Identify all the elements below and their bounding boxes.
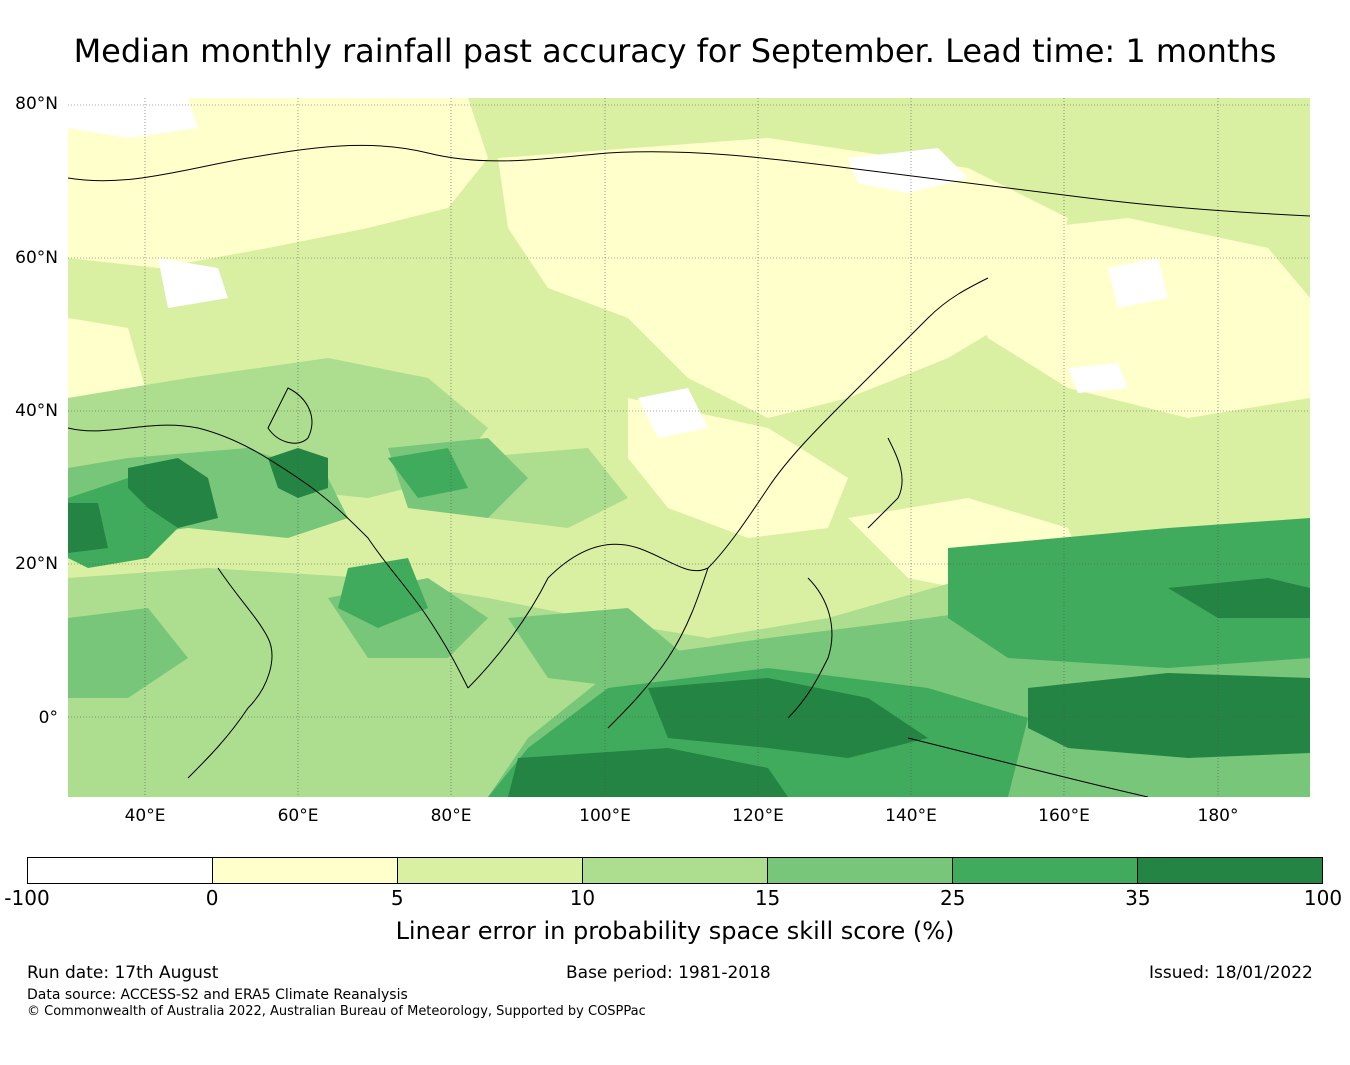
colorbar-segment-4 bbox=[768, 858, 953, 883]
lat-label-40n: 40°N bbox=[15, 401, 58, 421]
colorbar-segment-3 bbox=[583, 858, 768, 883]
coastlines bbox=[68, 144, 1310, 797]
colorbar-tick-label: 100 bbox=[1303, 886, 1343, 910]
colorbar-segment-5 bbox=[953, 858, 1138, 883]
colorbar bbox=[27, 857, 1323, 884]
lon-label-120e: 120°E bbox=[732, 806, 784, 826]
skill-score-map bbox=[68, 98, 1310, 797]
lon-label-40e: 40°E bbox=[124, 806, 166, 826]
skill-band-35-100 bbox=[68, 448, 1310, 797]
colorbar-label: Linear error in probability space skill … bbox=[395, 917, 955, 945]
map-canvas bbox=[68, 98, 1310, 797]
colorbar-segment-0 bbox=[28, 858, 213, 883]
lat-label-80n: 80°N bbox=[15, 94, 58, 114]
data-source: Data source: ACCESS-S2 and ERA5 Climate … bbox=[27, 987, 408, 1003]
issued-date: Issued: 18/01/2022 bbox=[1149, 963, 1313, 983]
colorbar-tick-label: 35 bbox=[1125, 886, 1151, 910]
colorbar-segment-6 bbox=[1138, 858, 1322, 883]
colorbar-tick-label: -100 bbox=[4, 886, 50, 910]
base-period: Base period: 1981-2018 bbox=[566, 963, 771, 983]
colorbar-tick-label: 5 bbox=[390, 886, 404, 910]
colorbar-segment-2 bbox=[398, 858, 583, 883]
lat-label-equator: 0° bbox=[38, 708, 58, 728]
colorbar-tick-label: 10 bbox=[569, 886, 596, 910]
lon-label-100e: 100°E bbox=[579, 806, 631, 826]
copyright: © Commonwealth of Australia 2022, Austra… bbox=[27, 1004, 646, 1019]
lon-label-60e: 60°E bbox=[277, 806, 319, 826]
lon-label-140e: 140°E bbox=[885, 806, 937, 826]
colorbar-tick-label: 25 bbox=[939, 886, 966, 910]
lon-label-180: 180° bbox=[1197, 806, 1239, 826]
colorbar-segment-1 bbox=[213, 858, 398, 883]
colorbar-tick-label: 15 bbox=[754, 886, 781, 910]
graticule bbox=[68, 98, 1310, 797]
lon-label-80e: 80°E bbox=[430, 806, 472, 826]
map-title: Median monthly rainfall past accuracy fo… bbox=[73, 32, 1277, 70]
colorbar-tick-label: 0 bbox=[205, 886, 219, 910]
lat-label-60n: 60°N bbox=[15, 248, 58, 268]
lat-label-20n: 20°N bbox=[15, 554, 58, 574]
lon-label-160e: 160°E bbox=[1038, 806, 1090, 826]
run-date: Run date: 17th August bbox=[27, 963, 219, 983]
